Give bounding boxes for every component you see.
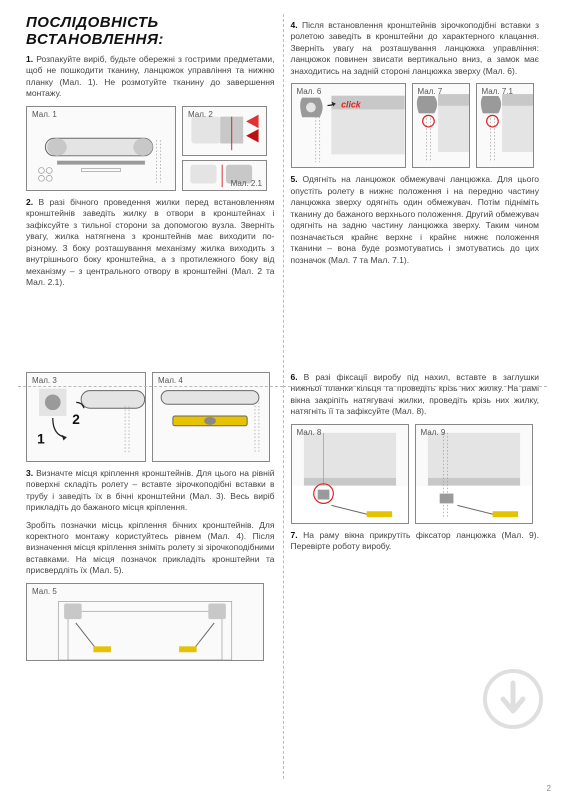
figure-8-label: Мал. 8: [297, 428, 322, 437]
step-5-text: 5. Одягніть на ланцюжок обмежувачі ланцю…: [291, 174, 540, 266]
figure-8-svg: [292, 425, 408, 523]
click-text: click: [341, 100, 362, 110]
svg-text:1: 1: [37, 431, 45, 446]
step-4-text: 4. Після встановлення кронштейнів зірочк…: [291, 20, 540, 77]
figure-1-label: Мал. 1: [32, 110, 57, 119]
figure-2-label: Мал. 2: [188, 110, 213, 119]
figure-6-svg: click: [292, 84, 405, 167]
step-3a-text: 3. Визначте місця кріплення кронштейнів.…: [26, 468, 275, 514]
page: ПОСЛІДОВНІСТЬ ВСТАНОВЛЕННЯ: 1. Розпакуйт…: [0, 0, 565, 799]
divider-horizontal-left: [18, 386, 283, 387]
step-7-text: 7. На раму вікна прикрутіть фіксатор лан…: [291, 530, 540, 553]
figure-2: Мал. 2: [182, 106, 267, 156]
page-number: 2: [547, 784, 551, 793]
figure-7-1: Мал. 7.1: [476, 83, 534, 168]
figure-2-1-label: Мал. 2.1: [231, 179, 262, 188]
figure-6-label: Мал. 6: [297, 87, 322, 96]
figure-7-label: Мал. 7: [418, 87, 443, 96]
figure-5: Мал. 5: [26, 583, 264, 661]
figrow-6-7: Мал. 6 click Мал. 7: [291, 83, 540, 168]
figure-8: Мал. 8: [291, 424, 409, 524]
figure-9-svg: [416, 425, 532, 523]
divider-vertical: [283, 14, 284, 779]
step-1-text: 1. Розпакуйте виріб, будьте обережні з г…: [26, 54, 275, 100]
figure-7-1-label: Мал. 7.1: [482, 87, 513, 96]
figrow-5: Мал. 5: [26, 583, 275, 661]
figure-5-label: Мал. 5: [32, 587, 57, 596]
svg-text:2: 2: [72, 412, 80, 427]
divider-horizontal-right: [283, 386, 548, 387]
figure-2-1: Мал. 2.1: [182, 160, 267, 191]
figrow-1-2: Мал. 1 Мал. 2: [26, 106, 275, 191]
figure-1-svg: [27, 107, 175, 190]
step-6-text: 6. В разі фіксації виробу під нахил, вст…: [291, 372, 540, 418]
figure-4-label: Мал. 4: [158, 376, 183, 385]
figrow-8-9: Мал. 8 Мал. 9: [291, 424, 540, 524]
figure-1: Мал. 1: [26, 106, 176, 191]
figure-5-svg: [27, 584, 263, 660]
step-3b-text: Зробіть позначки місць кріплення бічних …: [26, 520, 275, 577]
col-left-bottom: Мал. 3 1 2 Мал. 4: [18, 356, 283, 728]
figure-9-label: Мал. 9: [421, 428, 446, 437]
figure-7-1-svg: [477, 84, 533, 167]
main-title: ПОСЛІДОВНІСТЬ ВСТАНОВЛЕННЯ:: [26, 14, 275, 48]
figure-3-label: Мал. 3: [32, 376, 57, 385]
watermark-icon: [483, 669, 543, 729]
col-right-top: 4. Після встановлення кронштейнів зірочк…: [283, 14, 548, 356]
step-2-text: 2. В разі бічного проведення жилки перед…: [26, 197, 275, 289]
figure-9: Мал. 9: [415, 424, 533, 524]
figure-6: Мал. 6 click: [291, 83, 406, 168]
figure-7: Мал. 7: [412, 83, 470, 168]
figure-7-svg: [413, 84, 469, 167]
col-left-top: ПОСЛІДОВНІСТЬ ВСТАНОВЛЕННЯ: 1. Розпакуйт…: [18, 14, 283, 356]
